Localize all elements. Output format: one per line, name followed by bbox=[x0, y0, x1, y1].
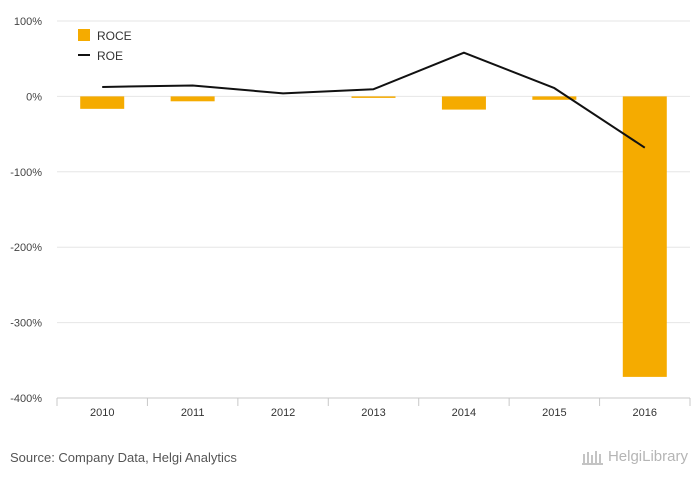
roce-bar bbox=[351, 96, 396, 98]
legend: ROCE ROE bbox=[78, 29, 132, 63]
roe-line-layer bbox=[102, 51, 646, 149]
x-axis: 2010 2011 2012 2013 2014 2015 2016 bbox=[56, 397, 691, 419]
chart-svg: 100%0%-100%-200%-300%-400% 2010 2011 2012 2… bbox=[10, 16, 691, 419]
x-tick-label: 2011 bbox=[181, 407, 205, 419]
source-note: Source: Company Data, Helgi Analytics bbox=[10, 450, 237, 465]
brand-name: HelgiLibrary bbox=[607, 448, 688, 465]
y-tick-label: 0% bbox=[26, 91, 42, 103]
roce-bars bbox=[80, 96, 667, 377]
legend-label-roce: ROCE bbox=[97, 29, 132, 43]
x-tick-label: 2013 bbox=[361, 407, 385, 419]
grid: 100% 0% -100% -200% -300% -400% bbox=[10, 16, 690, 405]
x-tick-label: 2016 bbox=[633, 407, 657, 419]
roce-bar bbox=[441, 96, 486, 110]
y-tick-label: -400% bbox=[10, 393, 42, 405]
roce-bar bbox=[622, 96, 667, 377]
x-tick-label: 2010 bbox=[90, 407, 114, 419]
y-tick-label: -300% bbox=[10, 318, 42, 330]
x-tick-label: 2015 bbox=[542, 407, 566, 419]
legend-label-roe: ROE bbox=[97, 49, 123, 63]
roce-bar bbox=[532, 96, 577, 100]
y-tick-label: 100% bbox=[14, 16, 42, 28]
legend-swatch-roce bbox=[78, 29, 90, 41]
library-icon bbox=[581, 450, 603, 465]
x-tick-label: 2014 bbox=[452, 407, 476, 419]
x-tick-label: 2012 bbox=[271, 407, 295, 419]
roce-bar bbox=[170, 96, 215, 102]
y-tick-label: -200% bbox=[10, 242, 42, 254]
roce-bar bbox=[80, 96, 125, 109]
brand-logo: HelgiLibrary bbox=[581, 448, 688, 465]
y-tick-label: -100% bbox=[10, 167, 42, 179]
